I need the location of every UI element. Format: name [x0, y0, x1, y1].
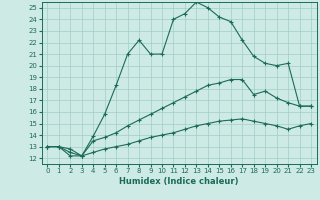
X-axis label: Humidex (Indice chaleur): Humidex (Indice chaleur): [119, 177, 239, 186]
